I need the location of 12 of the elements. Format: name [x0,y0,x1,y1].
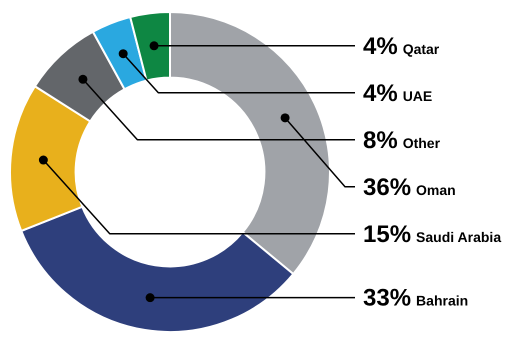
slice-label: UAE [402,88,432,104]
data-label: 8% [363,126,398,154]
data-label: 15% [363,220,412,248]
data-label: 36% [363,174,412,201]
data-label: 33% [363,284,412,312]
slice-label: Qatar [402,40,440,57]
slice-label: Saudi Arabia [416,228,502,245]
slice-label: Oman [416,182,456,198]
data-label: 4% [363,80,398,107]
slice-label: Other [402,134,441,151]
data-label: 4% [363,32,398,60]
slice-label: Bahrain [416,292,468,309]
